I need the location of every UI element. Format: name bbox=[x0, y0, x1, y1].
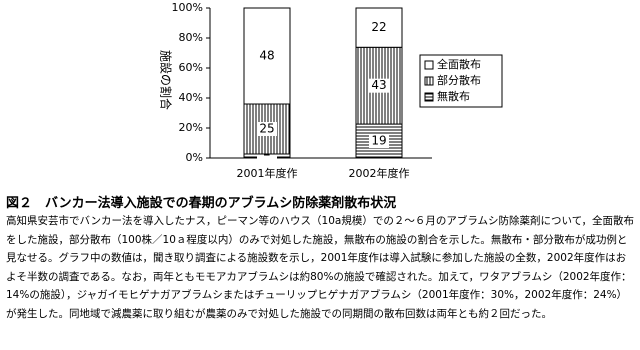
legend-label: 全面散布 bbox=[437, 57, 481, 71]
legend-box bbox=[419, 54, 503, 108]
value-label: 43 bbox=[371, 78, 386, 92]
legend-label: 部分散布 bbox=[437, 73, 481, 87]
caption-title: 図２ バンカー法導入施設での春期のアブラムシ防除薬剤散布状況 bbox=[6, 196, 397, 211]
x-tick-label: 2002年度作 bbox=[349, 166, 410, 180]
y-tick-label: 20% bbox=[179, 121, 203, 134]
legend-swatch bbox=[424, 60, 434, 70]
value-label-bg bbox=[257, 122, 277, 136]
legend-label: 無散布 bbox=[437, 89, 470, 103]
value-label: 25 bbox=[259, 122, 274, 136]
y-tick-label: 40% bbox=[179, 91, 203, 104]
y-tick-label: 60% bbox=[179, 61, 203, 74]
value-label-bg bbox=[369, 134, 389, 149]
legend-swatch bbox=[424, 92, 434, 102]
legend-swatch bbox=[424, 76, 434, 86]
value-label-bg bbox=[257, 49, 277, 63]
value-label: 22 bbox=[371, 20, 386, 34]
value-label-bg bbox=[369, 78, 389, 93]
value-label: 48 bbox=[259, 49, 274, 63]
x-tick-label: 2001年度作 bbox=[237, 166, 298, 180]
caption-text: 高知県安芸市でバンカー法を導入したナス，ピーマン等のハウス（10a規模）での２～… bbox=[6, 215, 634, 320]
value-label-bg bbox=[369, 20, 389, 35]
y-tick-label: 100% bbox=[172, 1, 203, 14]
y-tick-label: 0% bbox=[186, 151, 203, 164]
y-axis-label: 施設の割合 bbox=[159, 50, 174, 110]
chart: 施設の割合 0%20%40%60%80%100%225482001年度作1943… bbox=[159, 1, 503, 180]
value-label: 19 bbox=[371, 134, 386, 148]
y-tick-label: 80% bbox=[179, 31, 203, 44]
